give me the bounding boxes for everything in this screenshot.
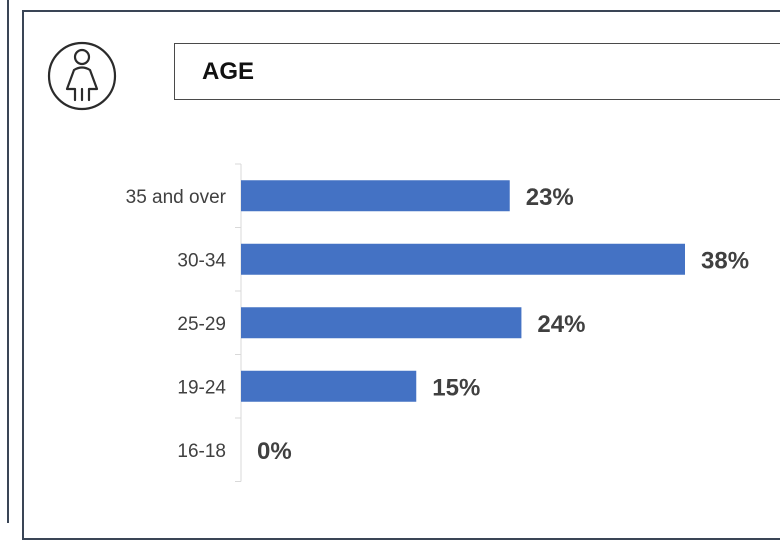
chart-panel (22, 10, 780, 540)
woman-icon (46, 40, 118, 112)
category-label: 35 and over (126, 187, 227, 208)
bar-chart: 35 and over 23% 30-34 38% 25-29 24% 19-24 15% 16… (126, 163, 749, 482)
data-label: 38% (701, 247, 749, 274)
data-label: 15% (432, 374, 480, 401)
category-label: 25-29 (177, 314, 226, 335)
bar (241, 243, 685, 275)
category-label: 16-18 (177, 441, 226, 462)
left-border (7, 0, 9, 523)
chart-title: AGE (202, 57, 255, 85)
chart-title-box: AGE (174, 43, 780, 100)
category-label: 30-34 (177, 250, 226, 271)
bar (241, 307, 522, 339)
data-label: 0% (257, 438, 292, 465)
category-label: 19-24 (177, 377, 226, 398)
data-label: 23% (526, 184, 574, 211)
bar (241, 180, 510, 212)
bar (241, 370, 417, 402)
data-label: 24% (537, 311, 585, 338)
